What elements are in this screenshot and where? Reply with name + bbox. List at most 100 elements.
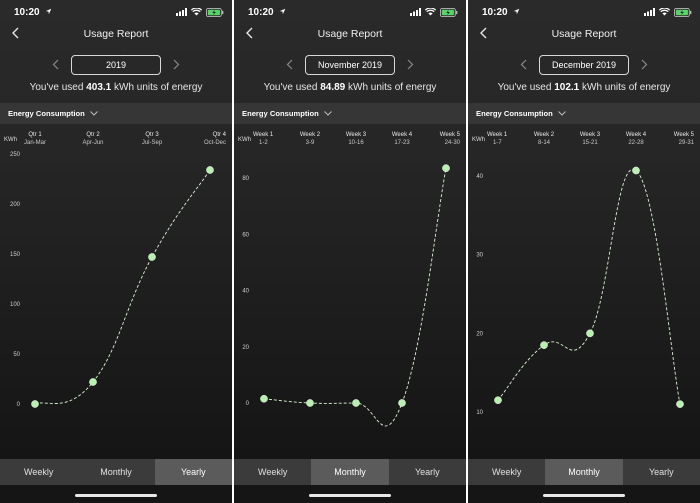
x-subcategory-label: 3-9	[306, 140, 315, 146]
page-title: Usage Report	[83, 28, 149, 40]
x-category-label: Week 4	[392, 132, 413, 138]
chevron-right-icon[interactable]	[173, 59, 180, 70]
section-label: Energy Consumption	[8, 109, 85, 118]
period-selector: November 2019	[234, 55, 466, 75]
chevron-left-icon[interactable]	[520, 59, 527, 70]
y-tick-label: 150	[10, 252, 21, 258]
signal-icon	[176, 8, 187, 16]
x-subcategory-label: 1-7	[493, 140, 502, 146]
y-tick-label: 50	[13, 352, 20, 358]
data-point	[676, 400, 684, 408]
series-line	[263, 168, 447, 427]
status-bar: 10:20	[234, 0, 466, 22]
tab-weekly[interactable]: Weekly	[491, 467, 522, 477]
x-category-label: Week 1	[487, 132, 508, 138]
usage-summary: You've used 84.89 kWh units of energy	[234, 82, 466, 93]
battery-charging-icon	[440, 7, 458, 17]
location-arrow-icon	[279, 8, 286, 15]
x-category-label: Qtr 2	[86, 132, 100, 138]
period-tabbar: Weekly Monthly Yearly	[234, 459, 466, 485]
x-category-label: Week 3	[346, 132, 367, 138]
tab-monthly[interactable]: Monthly	[100, 467, 132, 477]
x-category-label: Week 2	[300, 132, 321, 138]
x-subcategory-label: Oct-Dec	[204, 140, 226, 146]
data-point	[398, 399, 406, 407]
y-tick-label: 100	[10, 302, 21, 308]
location-arrow-icon	[513, 8, 520, 15]
data-point	[586, 329, 594, 338]
x-subcategory-label: Jan-Mar	[24, 140, 46, 146]
data-point	[442, 164, 450, 172]
back-chevron-icon[interactable]	[478, 27, 488, 39]
x-subcategory-label: 15-21	[582, 140, 598, 146]
y-tick-label: 30	[476, 253, 483, 259]
home-indicator	[309, 494, 391, 497]
chevron-right-icon[interactable]	[407, 59, 414, 70]
summary-prefix: You've used	[497, 82, 555, 93]
period-selector: December 2019	[468, 55, 700, 75]
energy-consumption-dropdown[interactable]: Energy Consumption	[0, 103, 232, 124]
data-point	[494, 396, 502, 405]
y-tick-label: 60	[242, 232, 249, 238]
summary-prefix: You've used	[29, 82, 87, 93]
x-category-label: Qtr 4	[213, 132, 227, 138]
data-point	[632, 166, 640, 175]
y-tick-label: 10	[476, 410, 483, 416]
period-selector: 2019	[0, 55, 232, 75]
wifi-icon	[659, 8, 670, 16]
data-point	[540, 341, 548, 349]
chevron-right-icon[interactable]	[641, 59, 648, 70]
tab-weekly[interactable]: Weekly	[257, 467, 288, 477]
status-time: 10:20	[248, 7, 274, 18]
energy-consumption-dropdown[interactable]: Energy Consumption	[468, 103, 700, 124]
x-category-label: Week 3	[580, 132, 601, 138]
home-indicator	[75, 494, 157, 497]
summary-suffix: kWh units of energy	[111, 82, 203, 93]
back-chevron-icon[interactable]	[244, 27, 254, 39]
page-title: Usage Report	[317, 28, 383, 40]
tab-yearly[interactable]: Yearly	[648, 467, 674, 477]
location-arrow-icon	[45, 8, 52, 15]
y-tick-label: 20	[476, 331, 483, 337]
chevron-left-icon[interactable]	[286, 59, 293, 70]
signal-icon	[644, 8, 655, 16]
energy-consumption-dropdown[interactable]: Energy Consumption	[234, 103, 466, 124]
status-time: 10:20	[14, 7, 40, 18]
series-line	[34, 169, 211, 405]
back-chevron-icon[interactable]	[10, 27, 20, 39]
x-subcategory-label: Apr-Jun	[82, 140, 103, 146]
y-axis-unit-label: KWh	[4, 137, 17, 143]
tab-monthly[interactable]: Monthly	[545, 459, 623, 485]
data-point	[206, 166, 214, 174]
chevron-down-icon	[324, 111, 332, 116]
y-tick-label: 40	[242, 289, 249, 295]
x-subcategory-label: 8-14	[538, 140, 551, 146]
x-subcategory-label: 22-28	[628, 140, 644, 146]
period-label[interactable]: November 2019	[305, 55, 395, 75]
y-tick-label: 20	[242, 345, 249, 351]
tab-yearly[interactable]: Yearly	[154, 459, 232, 485]
chevron-left-icon[interactable]	[52, 59, 59, 70]
chevron-down-icon	[90, 111, 98, 116]
tab-weekly[interactable]: Weekly	[23, 467, 54, 477]
period-label[interactable]: 2019	[71, 55, 161, 75]
section-label: Energy Consumption	[242, 109, 319, 118]
data-point	[31, 400, 39, 408]
x-subcategory-label: 1-2	[259, 140, 268, 146]
status-bar: 10:20	[0, 0, 232, 22]
data-point	[352, 399, 360, 407]
summary-prefix: You've used	[263, 82, 321, 93]
x-subcategory-label: 24-30	[445, 140, 461, 146]
summary-value: 403.1	[86, 82, 112, 93]
tab-monthly[interactable]: Monthly	[311, 459, 389, 485]
y-tick-label: 0	[246, 401, 250, 407]
x-subcategory-label: 10-16	[348, 140, 364, 146]
wifi-icon	[191, 8, 202, 16]
period-label[interactable]: December 2019	[539, 55, 629, 75]
y-tick-label: 0	[17, 402, 21, 408]
period-tabbar: Weekly Monthly Yearly	[0, 459, 232, 485]
tab-yearly[interactable]: Yearly	[414, 467, 440, 477]
wifi-icon	[425, 8, 436, 16]
data-point	[89, 378, 97, 386]
